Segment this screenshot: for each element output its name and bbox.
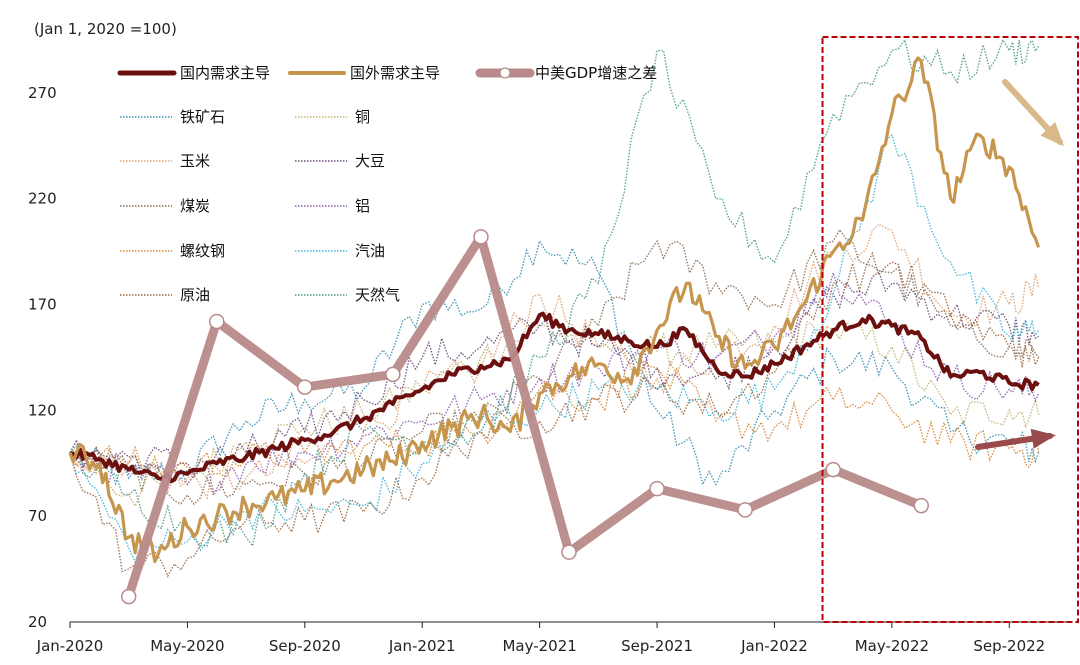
gdp-diff-point: [473, 229, 489, 245]
gdp-diff-point: [385, 366, 401, 383]
gdp-diff-point: [649, 480, 665, 497]
legend-item: 国外需求主导: [288, 64, 440, 82]
legend-item: 铜: [295, 108, 370, 126]
legend-label: 国外需求主导: [350, 64, 440, 82]
legend-item: 天然气: [295, 286, 400, 304]
legend-label: 大豆: [355, 152, 385, 170]
legend-item: 煤炭: [120, 197, 210, 215]
series-国外需求主导: [68, 56, 1041, 564]
legend-item: 原油: [120, 286, 210, 304]
legend-label: 中美GDP增速之差: [535, 64, 657, 82]
legend-label: 天然气: [355, 286, 400, 304]
legend-label: 汽油: [355, 242, 385, 260]
series-螺纹钢: [69, 360, 1040, 479]
series-铁矿石: [69, 239, 1040, 487]
up-arrow: [975, 428, 1056, 450]
legend-label: 铁矿石: [180, 108, 225, 126]
y-axis: 20 70 120 170 220 270: [28, 84, 57, 631]
x-tick-label: Jan-2021: [388, 637, 456, 655]
legend-item: 铁矿石: [120, 108, 225, 126]
gdp-diff-point: [209, 313, 225, 330]
highlight-box: [821, 36, 1079, 623]
gdp-diff-point: [561, 544, 577, 560]
x-tick-label: Sep-2021: [621, 637, 693, 655]
arrow-head: [1030, 428, 1056, 449]
series-大豆: [69, 270, 1039, 477]
x-tick-label: Jan-2022: [740, 637, 808, 655]
y-tick-label: 270: [28, 84, 57, 102]
y-tick-label: 220: [28, 190, 57, 208]
x-tick-label: May-2022: [855, 637, 929, 655]
series-铝: [69, 270, 1040, 493]
gdp-diff-point: [825, 461, 841, 478]
legend-label: 铝: [355, 197, 370, 215]
legend-item: 铝: [295, 197, 370, 215]
legend-label: 国内需求主导: [180, 64, 270, 82]
gdp-diff-point: [120, 588, 137, 605]
x-tick-label: Sep-2020: [269, 637, 341, 655]
legend-label: 螺纹钢: [180, 242, 225, 260]
gdp-diff-point: [297, 379, 313, 395]
legend-item: 螺纹钢: [120, 242, 225, 260]
arrow-head: [1040, 121, 1065, 147]
series-原油: [69, 251, 1040, 578]
y-tick-label: 20: [28, 613, 47, 631]
x-tick-label: Jan-2020: [36, 637, 104, 655]
legend-marker: [499, 67, 511, 79]
series-中美GDP增速之差: [124, 232, 923, 598]
legend-label: 玉米: [180, 152, 210, 170]
legend-item: 中美GDP增速之差: [475, 64, 657, 82]
plot-area: [68, 36, 1079, 623]
gdp-diff-point: [737, 502, 753, 518]
down-arrow: [1002, 79, 1065, 147]
series-煤炭: [69, 228, 1040, 506]
legend-label: 煤炭: [180, 197, 210, 215]
y-tick-label: 170: [28, 296, 57, 314]
x-tick-label: Sep-2022: [973, 637, 1045, 655]
legend-item: 玉米: [120, 152, 210, 170]
series-天然气: [69, 38, 1040, 548]
x-axis: Jan-2020 May-2020 Sep-2020 Jan-2021 May-2021…: [36, 621, 1068, 655]
x-tick-label: May-2021: [502, 637, 576, 655]
y-tick-label: 120: [28, 401, 57, 419]
series-汽油: [69, 133, 1040, 565]
legend-item: 国内需求主导: [117, 64, 270, 82]
legend-label: 原油: [180, 286, 210, 304]
y-tick-label: 70: [28, 507, 47, 525]
gdp-diff-point: [913, 497, 929, 514]
unit-label: (Jan 1, 2020 =100): [34, 20, 177, 38]
legend-item: 大豆: [295, 152, 385, 170]
x-tick-label: May-2020: [150, 637, 224, 655]
legend-label: 铜: [355, 108, 370, 126]
series-国内需求主导: [69, 311, 1040, 484]
series-铜: [69, 320, 1040, 508]
legend-item: 汽油: [295, 242, 385, 260]
